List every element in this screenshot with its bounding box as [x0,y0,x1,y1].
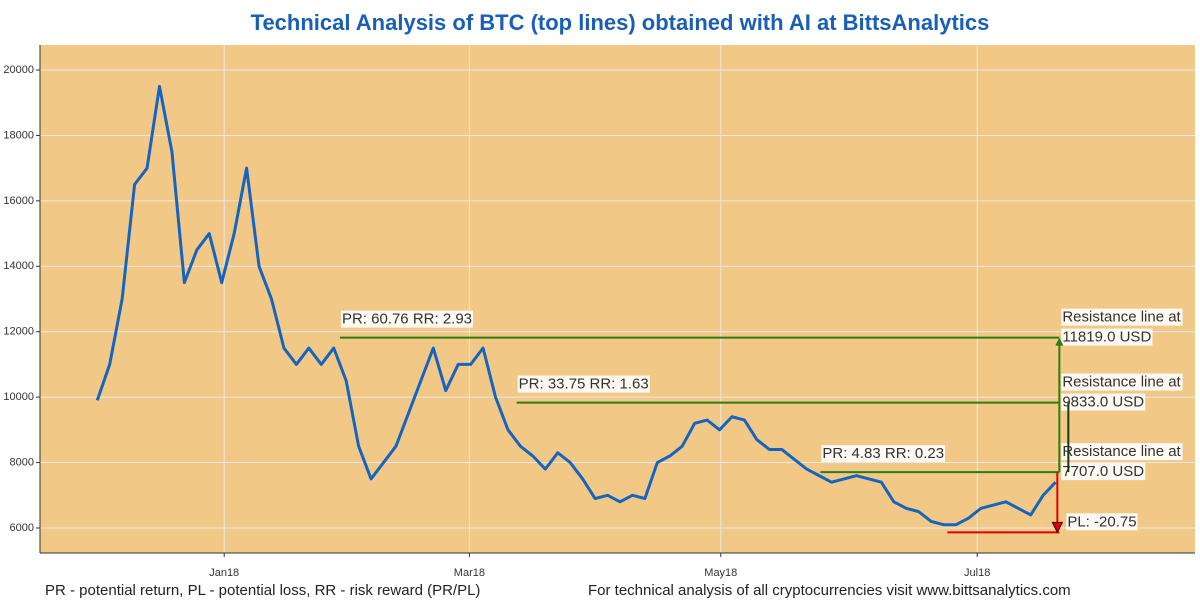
y-tick-label: 6000 [10,522,34,534]
resistance-pr-label: PR: 4.83 RR: 0.23 [822,445,944,462]
footer-left: PR - potential return, PL - potential lo… [45,582,480,599]
resistance-pr-label: PR: 33.75 RR: 1.63 [519,376,649,393]
resistance-text: 7707.0 USD [1062,463,1144,480]
y-tick-label: 12000 [3,326,34,338]
resistance-text: 11819.0 USD [1062,329,1151,346]
plot-background [40,45,1195,553]
loss-label: PL: -20.75 [1067,513,1136,530]
loss-arrow-head [1051,521,1064,534]
resistance-pr-label: PR: 60.76 RR: 2.93 [342,311,472,328]
resistance-text-group: 11819.0 USD [1061,328,1153,346]
y-tick-label: 8000 [10,456,34,468]
resistance-text-group: Resistance line at [1061,373,1183,391]
resistance-pr-label-bg [340,310,474,328]
resistance-pr-label-bg [821,445,946,463]
footer-right: For technical analysis of all cryptocurr… [588,582,1071,599]
resistance-pr-label-group: PR: 60.76 RR: 2.93 [340,310,474,328]
y-tick-label: 14000 [3,260,34,272]
resistance-text-bg [1061,463,1146,481]
y-tick-label: 20000 [3,64,34,76]
resistance-text-bg [1061,308,1183,326]
x-tick-label: Jul18 [964,567,990,579]
resistance-text: Resistance line at [1062,443,1181,460]
resistance-text-bg [1061,373,1183,391]
x-tick-label: May18 [704,567,737,579]
resistance-text-group: Resistance line at [1061,443,1183,461]
resistance-text-group: 9833.0 USD [1061,393,1146,411]
resistance-text-group: 7707.0 USD [1061,463,1146,481]
resistance-text-bg [1061,328,1153,346]
resistance-text: 9833.0 USD [1062,394,1144,411]
x-tick-label: Mar18 [454,567,485,579]
resistance-text-group: Resistance line at [1061,308,1183,326]
resistance-text-bg [1061,443,1183,461]
resistance-text: Resistance line at [1062,309,1181,326]
resistance-pr-label-group: PR: 33.75 RR: 1.63 [517,375,650,393]
loss-label-bg [1066,513,1138,531]
arrow-head [1055,337,1064,346]
resistance-pr-label-group: PR: 4.83 RR: 0.23 [821,445,946,463]
resistance-pr-label-bg [517,375,650,393]
y-tick-label: 10000 [3,391,34,403]
y-tick-label: 16000 [3,195,34,207]
chart-title: Technical Analysis of BTC (top lines) ob… [251,10,990,35]
x-tick-label: Jan18 [209,567,239,579]
price-line [95,84,1057,527]
loss-label-group: PL: -20.75 [1066,513,1138,531]
y-tick-label: 18000 [3,129,34,141]
resistance-text: Resistance line at [1062,374,1181,391]
resistance-text-bg [1061,393,1146,411]
